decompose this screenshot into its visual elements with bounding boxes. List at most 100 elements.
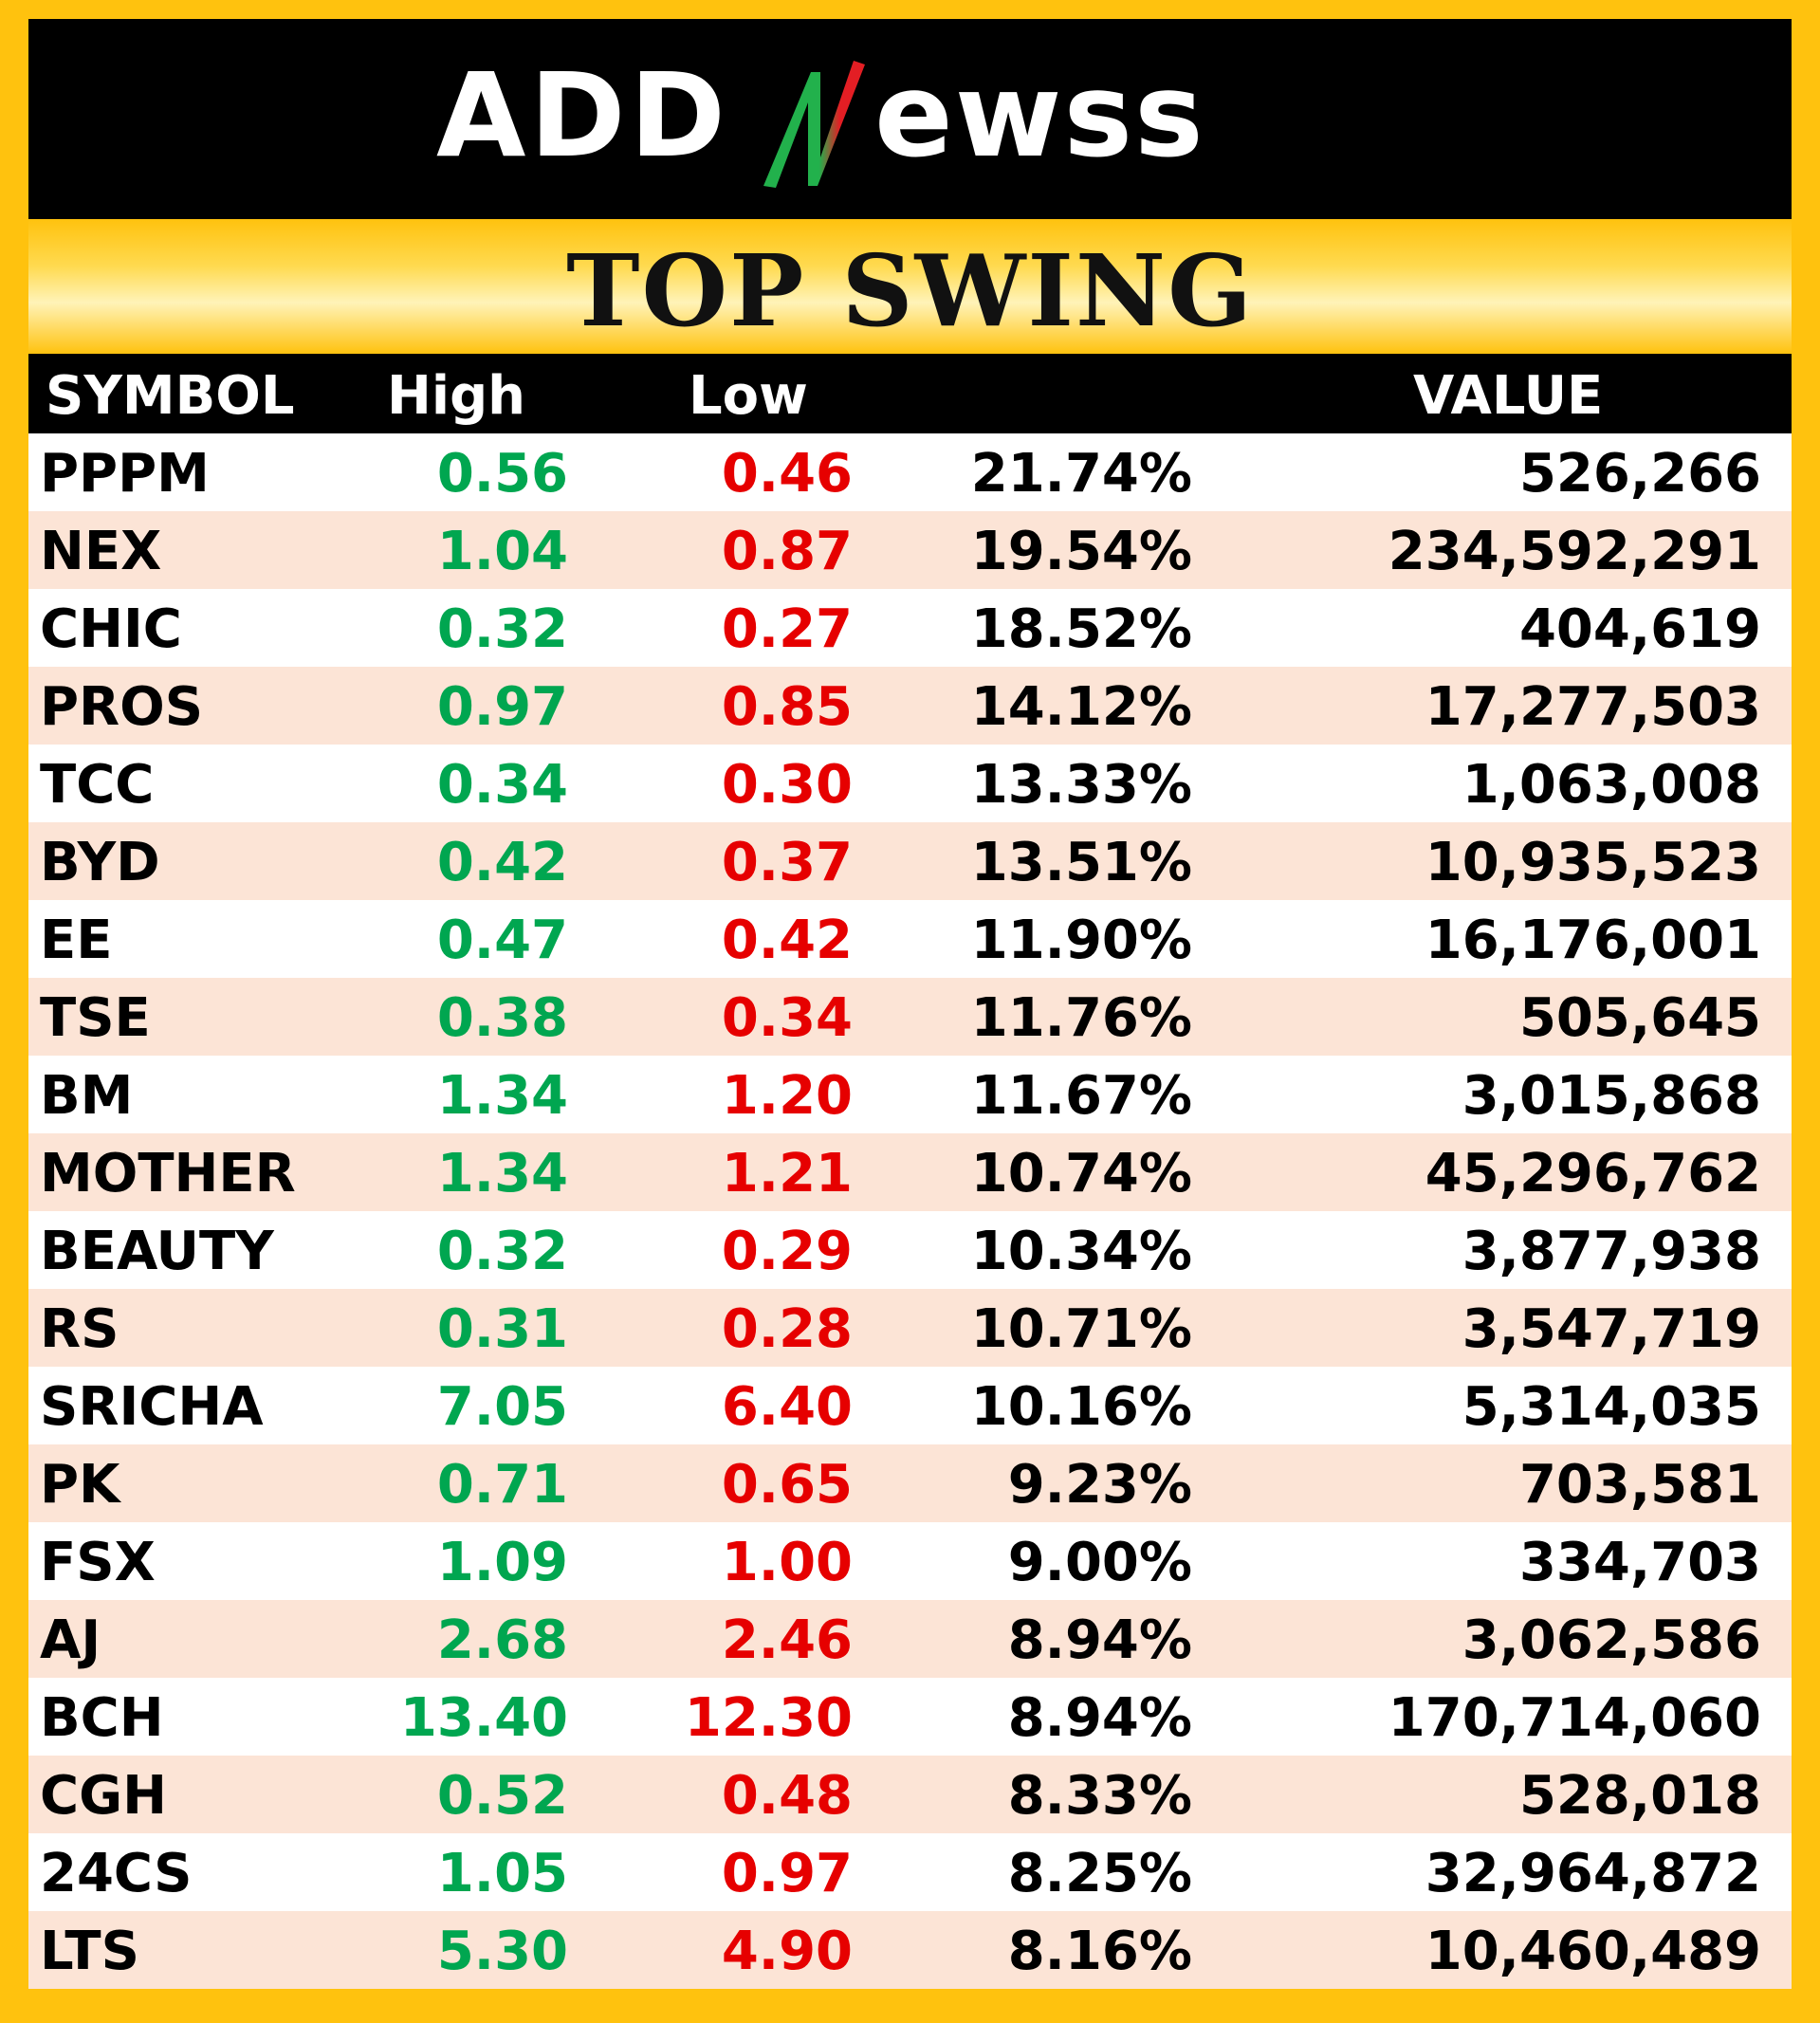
table-row: PROS 0.97 0.85 14.12% 17,277,503 <box>28 667 1792 745</box>
symbol-cell: AJ <box>40 1609 101 1671</box>
value-cell: 32,964,872 <box>1425 1843 1761 1904</box>
low-cell: 0.42 <box>721 910 853 971</box>
pct-cell: 8.94% <box>1007 1687 1192 1749</box>
high-cell: 0.32 <box>436 1221 568 1282</box>
value-cell: 16,176,001 <box>1425 910 1761 971</box>
symbol-cell: CHIC <box>40 598 182 660</box>
high-cell: 5.30 <box>436 1921 568 1982</box>
value-cell: 17,277,503 <box>1425 676 1761 738</box>
low-cell: 0.65 <box>721 1454 853 1516</box>
value-cell: 3,547,719 <box>1462 1298 1761 1360</box>
low-cell: 0.97 <box>721 1843 853 1904</box>
table-row: TCC 0.34 0.30 13.33% 1,063,008 <box>28 745 1792 822</box>
high-cell: 0.52 <box>436 1765 568 1827</box>
pct-cell: 8.16% <box>1007 1921 1192 1982</box>
high-cell: 1.05 <box>436 1843 568 1904</box>
high-cell: 13.40 <box>399 1687 568 1749</box>
table-row: FSX 1.09 1.00 9.00% 334,703 <box>28 1522 1792 1600</box>
symbol-cell: EE <box>40 910 113 971</box>
pct-cell: 19.54% <box>970 521 1192 582</box>
pct-cell: 11.76% <box>970 987 1192 1049</box>
symbol-cell: 24CS <box>40 1843 193 1904</box>
symbol-cell: PK <box>40 1454 120 1516</box>
low-cell: 1.00 <box>721 1532 853 1593</box>
pct-cell: 11.90% <box>970 910 1192 971</box>
high-cell: 1.04 <box>436 521 568 582</box>
high-cell: 1.34 <box>436 1143 568 1205</box>
table-row: CGH 0.52 0.48 8.33% 528,018 <box>28 1756 1792 1833</box>
symbol-cell: BYD <box>40 832 160 893</box>
low-cell: 1.20 <box>721 1065 853 1127</box>
table-row: MOTHER 1.34 1.21 10.74% 45,296,762 <box>28 1133 1792 1211</box>
table-row: 24CS 1.05 0.97 8.25% 32,964,872 <box>28 1833 1792 1911</box>
pct-cell: 11.67% <box>970 1065 1192 1127</box>
pct-cell: 10.71% <box>970 1298 1192 1360</box>
addnewss-logo: ADD ewss <box>436 48 1205 188</box>
high-cell: 2.68 <box>436 1609 568 1671</box>
table-header: SYMBOL High Low VALUE <box>28 354 1792 433</box>
high-cell: 0.71 <box>436 1454 568 1516</box>
symbol-cell: PPPM <box>40 443 210 505</box>
symbol-cell: BEAUTY <box>40 1221 274 1282</box>
value-cell: 45,296,762 <box>1425 1143 1761 1205</box>
value-cell: 1,063,008 <box>1462 754 1761 816</box>
high-cell: 0.97 <box>436 676 568 738</box>
value-cell: 528,018 <box>1518 1765 1761 1827</box>
table-row: RS 0.31 0.28 10.71% 3,547,719 <box>28 1289 1792 1367</box>
pct-cell: 10.34% <box>970 1221 1192 1282</box>
value-cell: 334,703 <box>1518 1532 1761 1593</box>
svg-text:ewss: ewss <box>874 48 1205 183</box>
title-band: TOP SWING <box>28 219 1792 354</box>
symbol-cell: PROS <box>40 676 204 738</box>
table-row: BCH 13.40 12.30 8.94% 170,714,060 <box>28 1678 1792 1756</box>
table-row: BYD 0.42 0.37 13.51% 10,935,523 <box>28 822 1792 900</box>
pct-cell: 13.51% <box>970 832 1192 893</box>
high-cell: 0.56 <box>436 443 568 505</box>
pct-cell: 10.16% <box>970 1376 1192 1438</box>
symbol-cell: BCH <box>40 1687 164 1749</box>
high-cell: 1.09 <box>436 1532 568 1593</box>
col-header-high: High <box>387 365 526 427</box>
high-cell: 7.05 <box>436 1376 568 1438</box>
pct-cell: 9.23% <box>1007 1454 1192 1516</box>
pct-cell: 13.33% <box>970 754 1192 816</box>
high-cell: 0.34 <box>436 754 568 816</box>
table-row: LTS 5.30 4.90 8.16% 10,460,489 <box>28 1911 1792 1989</box>
table-body: PPPM 0.56 0.46 21.74% 526,266 NEX 1.04 0.87 19.5… <box>28 433 1792 1989</box>
low-cell: 12.30 <box>684 1687 853 1749</box>
symbol-cell: SRICHA <box>40 1376 264 1438</box>
page-title: TOP SWING <box>566 231 1254 349</box>
low-cell: 1.21 <box>721 1143 853 1205</box>
low-cell: 0.30 <box>721 754 853 816</box>
value-cell: 3,877,938 <box>1462 1221 1761 1282</box>
high-cell: 0.42 <box>436 832 568 893</box>
value-cell: 3,015,868 <box>1462 1065 1761 1127</box>
col-header-low: Low <box>689 365 808 427</box>
symbol-cell: CGH <box>40 1765 167 1827</box>
low-cell: 0.34 <box>721 987 853 1049</box>
pct-cell: 21.74% <box>970 443 1192 505</box>
low-cell: 0.28 <box>721 1298 853 1360</box>
symbol-cell: TSE <box>40 987 151 1049</box>
col-header-value: VALUE <box>1413 365 1604 427</box>
table-row: SRICHA 7.05 6.40 10.16% 5,314,035 <box>28 1367 1792 1444</box>
low-cell: 0.48 <box>721 1765 853 1827</box>
symbol-cell: MOTHER <box>40 1143 296 1205</box>
value-cell: 170,714,060 <box>1388 1687 1761 1749</box>
table-row: PPPM 0.56 0.46 21.74% 526,266 <box>28 433 1792 511</box>
pct-cell: 8.25% <box>1007 1843 1192 1904</box>
value-cell: 526,266 <box>1518 443 1761 505</box>
value-cell: 234,592,291 <box>1388 521 1761 582</box>
table-row: PK 0.71 0.65 9.23% 703,581 <box>28 1444 1792 1522</box>
brand-header: ADD ewss <box>28 19 1792 219</box>
high-cell: 1.34 <box>436 1065 568 1127</box>
value-cell: 505,645 <box>1518 987 1761 1049</box>
value-cell: 10,460,489 <box>1425 1921 1761 1982</box>
table-row: AJ 2.68 2.46 8.94% 3,062,586 <box>28 1600 1792 1678</box>
pct-cell: 8.33% <box>1007 1765 1192 1827</box>
symbol-cell: LTS <box>40 1921 139 1982</box>
symbol-cell: NEX <box>40 521 162 582</box>
symbol-cell: BM <box>40 1065 134 1127</box>
pct-cell: 18.52% <box>970 598 1192 660</box>
